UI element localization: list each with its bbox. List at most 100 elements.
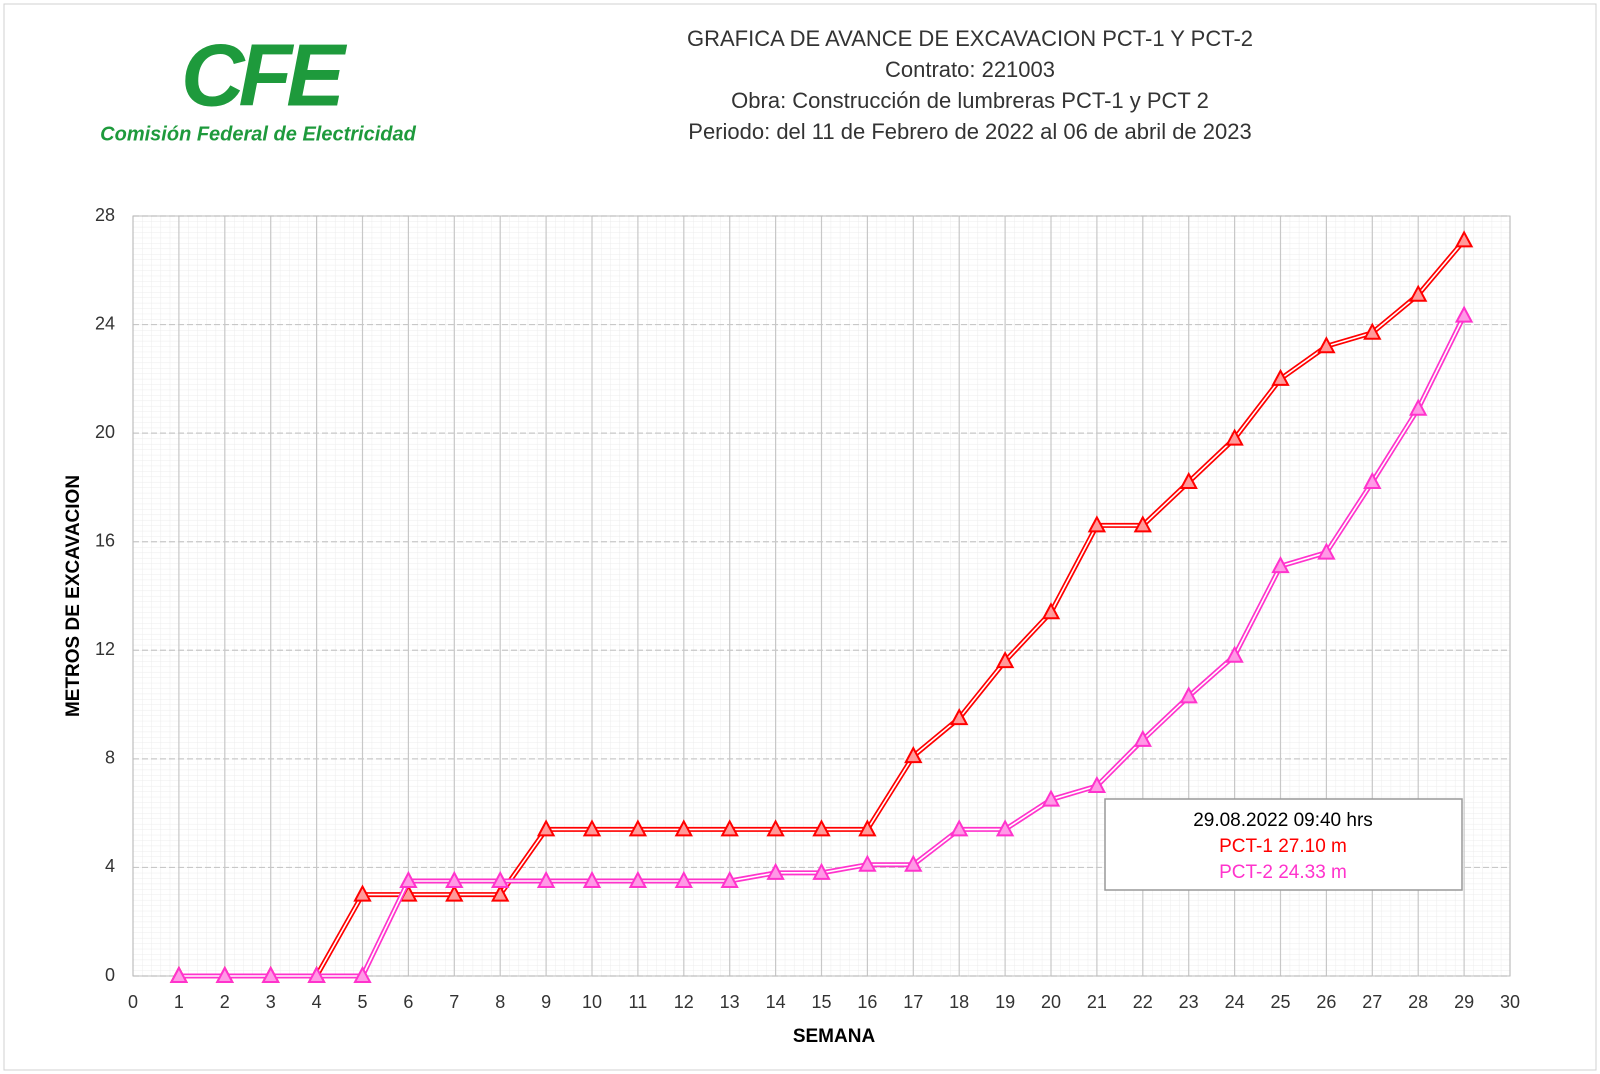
- data-point: [904, 746, 923, 764]
- data-point: [445, 884, 464, 902]
- data-point: [1317, 542, 1336, 560]
- chart-title: Obra: Construcción de lumbreras PCT-1 y …: [731, 88, 1209, 113]
- chart-title: Periodo: del 11 de Febrero de 2022 al 06…: [688, 119, 1251, 144]
- data-point: [1454, 230, 1474, 248]
- x-tick-label: 23: [1179, 992, 1199, 1012]
- data-point: [215, 965, 234, 983]
- x-tick-label: 0: [128, 992, 138, 1012]
- x-tick-label: 2: [220, 992, 230, 1012]
- x-tick-label: 26: [1316, 992, 1336, 1012]
- logo-mark: CFE: [181, 25, 347, 124]
- x-tick-label: 21: [1087, 992, 1107, 1012]
- y-tick-label: 24: [95, 313, 115, 333]
- annotation-text: 29.08.2022 09:40 hrs: [1193, 810, 1373, 831]
- annotation-text: PCT-1 27.10 m: [1219, 836, 1347, 857]
- data-point: [1041, 602, 1061, 620]
- logo-name: Comisión Federal de Electricidad: [100, 123, 416, 145]
- data-point: [720, 819, 739, 837]
- data-point: [536, 819, 556, 837]
- data-point: [582, 819, 602, 837]
- y-axis-label: METROS DE EXCAVACION: [63, 475, 84, 717]
- x-tick-label: 19: [995, 992, 1015, 1012]
- data-point: [1271, 556, 1290, 574]
- data-point: [628, 819, 648, 837]
- y-tick-label: 12: [95, 639, 115, 659]
- data-point: [1363, 322, 1382, 340]
- x-tick-label: 20: [1041, 992, 1061, 1012]
- data-point: [1133, 515, 1152, 533]
- data-point: [445, 870, 464, 888]
- x-tick-label: 17: [903, 992, 923, 1012]
- data-point: [1271, 368, 1290, 386]
- data-point: [766, 862, 785, 880]
- data-point: [1225, 645, 1244, 663]
- data-point: [766, 819, 785, 837]
- data-point: [1454, 305, 1474, 323]
- x-tick-label: 11: [629, 992, 648, 1012]
- x-tick-label: 28: [1408, 992, 1428, 1012]
- data-point: [1179, 471, 1198, 489]
- data-point: [353, 965, 372, 983]
- data-point: [812, 819, 831, 837]
- data-point: [1041, 789, 1061, 807]
- data-point: [1087, 515, 1107, 533]
- y-tick-label: 8: [105, 748, 115, 768]
- x-tick-label: 5: [357, 992, 367, 1012]
- data-point: [812, 862, 831, 880]
- data-point: [950, 708, 969, 726]
- data-point: [858, 819, 877, 837]
- data-point: [1363, 471, 1382, 489]
- x-tick-label: 6: [403, 992, 413, 1012]
- chart-title: GRAFICA DE AVANCE DE EXCAVACION PCT-1 Y …: [687, 26, 1253, 51]
- data-point: [720, 870, 739, 888]
- x-tick-label: 25: [1270, 992, 1290, 1012]
- x-axis-label: SEMANA: [793, 1026, 876, 1047]
- x-tick-label: 29: [1454, 992, 1474, 1012]
- x-tick-label: 24: [1225, 992, 1245, 1012]
- x-tick-label: 10: [582, 992, 602, 1012]
- y-tick-label: 4: [105, 856, 115, 876]
- x-tick-label: 13: [720, 992, 740, 1012]
- y-tick-label: 16: [95, 530, 115, 550]
- x-tick-label: 27: [1362, 992, 1382, 1012]
- data-point: [1409, 398, 1428, 416]
- data-point: [1409, 284, 1428, 302]
- data-point: [1179, 686, 1198, 704]
- x-tick-label: 9: [541, 992, 551, 1012]
- x-tick-label: 30: [1500, 992, 1520, 1012]
- x-tick-label: 22: [1133, 992, 1153, 1012]
- data-point: [1133, 729, 1152, 747]
- data-point: [674, 819, 693, 837]
- chart-title: Contrato: 221003: [885, 57, 1055, 82]
- x-tick-label: 18: [949, 992, 969, 1012]
- data-point: [399, 870, 418, 888]
- data-point: [904, 854, 923, 872]
- data-point: [995, 651, 1015, 669]
- data-point: [1225, 428, 1244, 446]
- x-tick-label: 8: [495, 992, 505, 1012]
- data-point: [950, 819, 969, 837]
- data-point: [1087, 775, 1107, 793]
- data-point: [674, 870, 693, 888]
- data-point: [858, 854, 877, 872]
- x-tick-label: 7: [449, 992, 459, 1012]
- data-point: [491, 870, 510, 888]
- data-point: [1317, 336, 1336, 354]
- y-tick-label: 0: [105, 965, 115, 985]
- data-point: [995, 819, 1015, 837]
- x-tick-label: 16: [857, 992, 877, 1012]
- y-tick-label: 20: [95, 422, 115, 442]
- data-point: [169, 965, 189, 983]
- data-point: [536, 870, 556, 888]
- data-point: [491, 884, 510, 902]
- y-tick-label: 28: [95, 205, 115, 225]
- x-tick-label: 15: [811, 992, 831, 1012]
- x-tick-label: 3: [266, 992, 276, 1012]
- data-point: [582, 870, 602, 888]
- data-point: [353, 884, 372, 902]
- x-tick-label: 12: [674, 992, 694, 1012]
- x-tick-label: 4: [312, 992, 322, 1012]
- plot-border: [132, 215, 1511, 977]
- data-point: [307, 965, 326, 983]
